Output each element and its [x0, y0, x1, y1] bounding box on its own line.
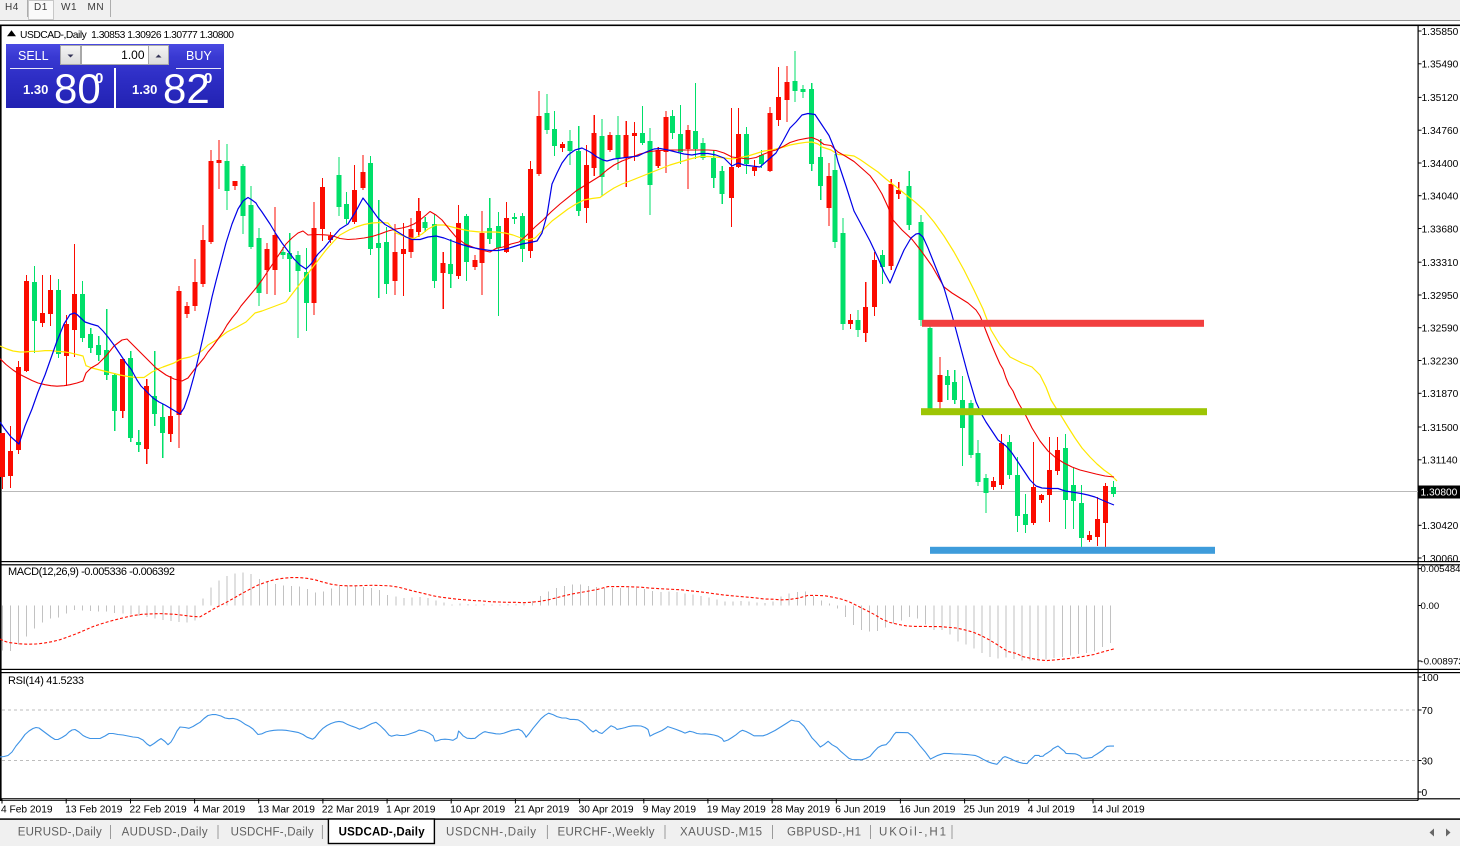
svg-text:0.00: 0.00 [1421, 601, 1440, 612]
svg-text:22 Mar 2019: 22 Mar 2019 [322, 805, 380, 816]
svg-text:4 Jul 2019: 4 Jul 2019 [1028, 805, 1075, 816]
svg-text:16 Jun 2019: 16 Jun 2019 [899, 805, 955, 816]
svg-text:19 May 2019: 19 May 2019 [707, 805, 766, 816]
svg-text:1.30800: 1.30800 [1421, 488, 1458, 499]
svg-text:1.31500: 1.31500 [1422, 423, 1459, 434]
svg-text:1.32230: 1.32230 [1422, 356, 1459, 367]
svg-text:GBPUSD-,H1: GBPUSD-,H1 [787, 827, 861, 839]
svg-text:22 Feb 2019: 22 Feb 2019 [130, 805, 188, 816]
svg-text:1.32950: 1.32950 [1422, 291, 1459, 302]
svg-text:USDCAD-,Daily 1.30853 1.30926: USDCAD-,Daily 1.30853 1.30926 1.30777 1.… [20, 30, 234, 41]
svg-text:1.30420: 1.30420 [1422, 521, 1459, 532]
svg-text:25 Jun 2019: 25 Jun 2019 [964, 805, 1020, 816]
svg-text:1.35490: 1.35490 [1422, 60, 1459, 71]
svg-text:-0.008973: -0.008973 [1421, 657, 1460, 668]
svg-text:MACD(12,26,9) -0.005336 -0.006: MACD(12,26,9) -0.005336 -0.006392 [8, 566, 175, 578]
svg-text:1 Apr 2019: 1 Apr 2019 [386, 805, 436, 816]
svg-text:USDCNH-,Daily: USDCNH-,Daily [446, 827, 536, 839]
svg-text:0: 0 [1422, 788, 1428, 799]
svg-text:4 Mar 2019: 4 Mar 2019 [194, 805, 246, 816]
svg-text:EURCHF-,Weekly: EURCHF-,Weekly [558, 827, 655, 839]
svg-text:0.005484: 0.005484 [1421, 564, 1460, 575]
svg-text:1.32590: 1.32590 [1422, 324, 1459, 335]
svg-text:4 Feb 2019: 4 Feb 2019 [1, 805, 53, 816]
svg-text:28 May 2019: 28 May 2019 [771, 805, 830, 816]
svg-text:EURUSD-,Daily: EURUSD-,Daily [18, 827, 102, 839]
svg-text:AUDUSD-,Daily: AUDUSD-,Daily [122, 827, 208, 839]
svg-text:9 May 2019: 9 May 2019 [643, 805, 697, 816]
svg-text:100: 100 [1422, 673, 1439, 684]
svg-text:30: 30 [1422, 756, 1434, 767]
svg-text:XAUUSD-,M15: XAUUSD-,M15 [680, 827, 762, 839]
svg-text:RSI(14) 41.5233: RSI(14) 41.5233 [8, 675, 84, 687]
svg-text:10 Apr 2019: 10 Apr 2019 [450, 805, 505, 816]
svg-text:21 Apr 2019: 21 Apr 2019 [514, 805, 569, 816]
svg-text:13 Mar 2019: 13 Mar 2019 [258, 805, 316, 816]
svg-text:1.34400: 1.34400 [1422, 159, 1459, 170]
svg-text:14 Jul 2019: 14 Jul 2019 [1092, 805, 1145, 816]
svg-text:6 Jun 2019: 6 Jun 2019 [835, 805, 886, 816]
svg-text:USDCAD-,Daily: USDCAD-,Daily [339, 827, 426, 839]
svg-text:1.35120: 1.35120 [1422, 93, 1459, 104]
svg-text:USDCHF-,Daily: USDCHF-,Daily [231, 827, 314, 839]
svg-text:1.35850: 1.35850 [1422, 27, 1459, 38]
svg-text:1.31140: 1.31140 [1422, 456, 1458, 467]
svg-text:30 Apr 2019: 30 Apr 2019 [579, 805, 634, 816]
svg-text:1.33310: 1.33310 [1422, 258, 1459, 269]
svg-text:1.34760: 1.34760 [1422, 126, 1459, 137]
svg-text:1.30060: 1.30060 [1422, 554, 1459, 565]
svg-text:70: 70 [1422, 706, 1434, 717]
svg-text:1.31870: 1.31870 [1422, 389, 1459, 400]
svg-text:13 Feb 2019: 13 Feb 2019 [65, 805, 123, 816]
svg-text:1.33680: 1.33680 [1422, 224, 1459, 235]
svg-text:1.34040: 1.34040 [1422, 192, 1459, 203]
